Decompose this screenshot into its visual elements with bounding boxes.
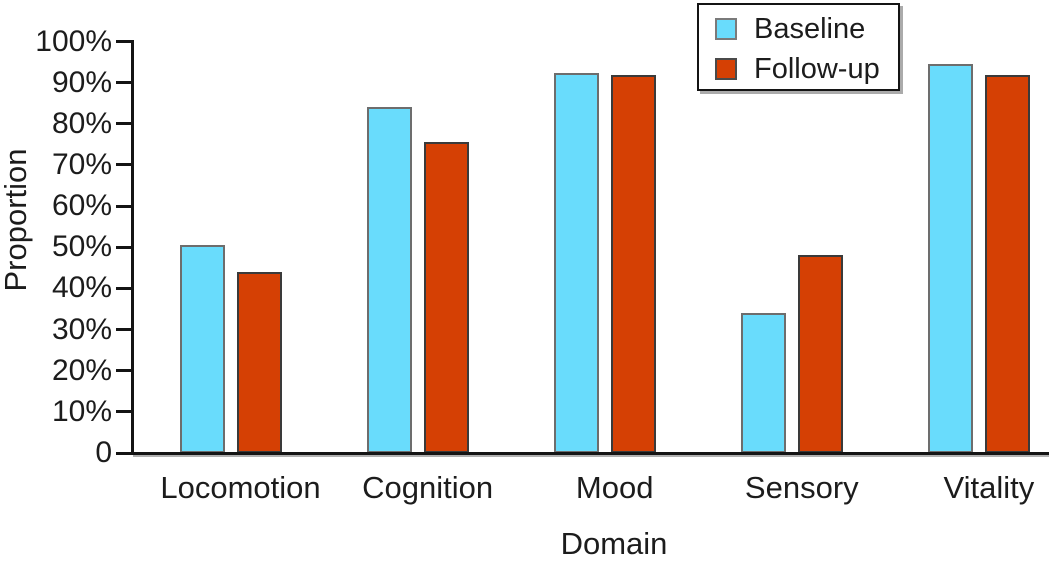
legend: Baseline Follow-up	[697, 3, 900, 91]
baseline-swatch-icon	[715, 18, 737, 40]
x-tick-label: Cognition	[362, 470, 494, 505]
y-tick-label: 70%	[51, 147, 112, 181]
y-axis-tick	[116, 40, 134, 43]
legend-entry-follow-up: Follow-up	[715, 52, 880, 85]
bar-follow-up-mood	[611, 75, 657, 453]
legend-label-follow-up: Follow-up	[754, 52, 880, 85]
bar-baseline-mood	[554, 72, 600, 453]
y-axis-tick	[116, 410, 134, 414]
bar-follow-up-vitality	[985, 74, 1031, 453]
bar-follow-up-sensory	[798, 254, 844, 453]
y-axis-tick	[116, 245, 134, 249]
bar-baseline-vitality	[928, 64, 974, 453]
x-axis-line	[131, 452, 1049, 455]
y-tick-label: 90%	[51, 65, 112, 99]
y-tick-label: 30%	[51, 312, 112, 346]
y-tick-label: 100%	[35, 24, 112, 58]
x-tick-label: Sensory	[744, 470, 859, 505]
y-axis-tick	[116, 163, 134, 167]
y-axis-tick	[116, 81, 134, 85]
bar-baseline-locomotion	[180, 245, 225, 453]
y-axis-tick	[116, 451, 134, 455]
y-axis-tick	[116, 369, 134, 373]
x-axis-title: Domain	[560, 526, 668, 561]
y-tick-label: 10%	[51, 394, 112, 428]
x-tick-label: Mood	[575, 470, 654, 505]
y-axis-tick	[116, 328, 134, 332]
y-axis-tick	[116, 122, 134, 126]
x-tick-label: Vitality	[943, 470, 1035, 505]
y-tick-label: 80%	[51, 106, 112, 140]
y-axis-tick	[116, 286, 134, 290]
y-axis-line	[131, 40, 134, 455]
y-tick-label: 40%	[51, 271, 112, 305]
follow-up-swatch-icon	[715, 58, 737, 80]
legend-entry-baseline: Baseline	[715, 12, 866, 45]
bar-follow-up-locomotion	[237, 271, 282, 453]
y-tick-label: 50%	[51, 230, 112, 264]
y-tick-label: 60%	[51, 189, 112, 223]
y-tick-label: 0	[95, 436, 112, 469]
x-tick-label: Locomotion	[160, 470, 321, 505]
bar-follow-up-cognition	[424, 142, 470, 453]
y-tick-label: 20%	[51, 353, 112, 387]
bar-baseline-sensory	[741, 313, 787, 453]
legend-label-baseline: Baseline	[754, 12, 866, 45]
bar-baseline-cognition	[367, 107, 413, 453]
y-axis-tick	[116, 204, 134, 208]
